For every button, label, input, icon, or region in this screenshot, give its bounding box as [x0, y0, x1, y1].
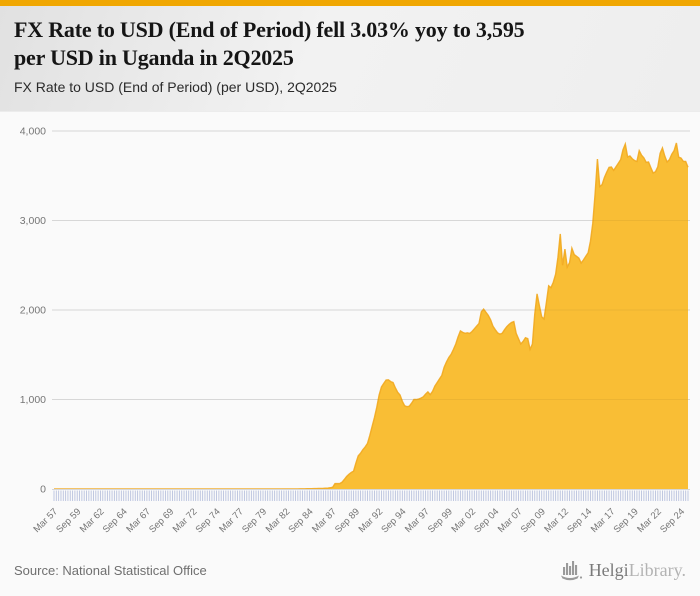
logo-text: HelgiLibrary.: [589, 560, 686, 581]
chart-subtitle: FX Rate to USD (End of Period) (per USD)…: [14, 79, 337, 96]
footer: Source: National Statistical Office Helg…: [0, 544, 700, 596]
svg-text:Mar 22: Mar 22: [635, 506, 664, 535]
svg-text:Mar 62: Mar 62: [78, 506, 107, 535]
svg-text:Mar 02: Mar 02: [449, 506, 478, 535]
svg-text:Mar 07: Mar 07: [496, 506, 525, 535]
svg-text:Mar 82: Mar 82: [264, 506, 293, 535]
brand-secondary: Library.: [628, 559, 686, 580]
svg-text:Mar 17: Mar 17: [589, 506, 618, 535]
top-accent-bar: [0, 0, 700, 6]
chart-area: 0 1,000 2,000 3,000 4,000 Mar 57 Sep 59 Mar 62 S…: [0, 112, 700, 544]
svg-text:Sep 64: Sep 64: [101, 506, 130, 535]
svg-text:Sep 79: Sep 79: [240, 506, 269, 535]
svg-text:3,000: 3,000: [20, 215, 46, 227]
page-title-line2: per USD in Uganda in 2Q2025: [14, 45, 294, 71]
svg-text:2,000: 2,000: [20, 305, 46, 317]
source-note: Source: National Statistical Office: [14, 562, 207, 578]
brand-primary: Helgi: [588, 559, 629, 580]
svg-text:Mar 12: Mar 12: [542, 506, 571, 535]
y-axis-labels: 0 1,000 2,000 3,000 4,000: [20, 126, 46, 496]
svg-text:Sep 99: Sep 99: [426, 506, 455, 535]
svg-text:Sep 14: Sep 14: [565, 506, 594, 535]
svg-text:Sep 09: Sep 09: [519, 506, 548, 535]
svg-text:Sep 94: Sep 94: [379, 506, 408, 535]
svg-text:Sep 04: Sep 04: [472, 506, 501, 535]
helgi-library-logo: HelgiLibrary.: [560, 559, 686, 581]
svg-text:Sep 24: Sep 24: [658, 506, 687, 535]
svg-text:Sep 59: Sep 59: [54, 506, 83, 535]
svg-text:Sep 19: Sep 19: [612, 506, 641, 535]
svg-text:Mar 77: Mar 77: [217, 506, 246, 535]
svg-text:0: 0: [40, 484, 46, 496]
page-title: FX Rate to USD (End of Period) fell 3.03…: [14, 16, 686, 72]
page-title-line1: FX Rate to USD (End of Period) fell 3.03…: [14, 17, 525, 42]
area-series: [54, 141, 689, 490]
svg-text:Sep 74: Sep 74: [194, 506, 223, 535]
svg-text:Mar 57: Mar 57: [31, 506, 60, 535]
svg-text:Mar 72: Mar 72: [171, 506, 200, 535]
svg-text:4,000: 4,000: [20, 126, 46, 138]
svg-text:Sep 69: Sep 69: [147, 506, 176, 535]
svg-text:Sep 84: Sep 84: [286, 506, 315, 535]
svg-text:Mar 92: Mar 92: [357, 506, 386, 535]
svg-text:1,000: 1,000: [20, 394, 46, 406]
x-axis-ticks: [53, 490, 689, 501]
svg-text:Mar 67: Mar 67: [124, 506, 153, 535]
gridline-overlay: [52, 130, 690, 400]
svg-text:Mar 87: Mar 87: [310, 506, 339, 535]
bar-chart-boat-icon: [560, 561, 582, 581]
svg-text:Sep 89: Sep 89: [333, 506, 362, 535]
header: FX Rate to USD (End of Period) fell 3.03…: [0, 6, 700, 112]
svg-text:Mar 97: Mar 97: [403, 506, 432, 535]
